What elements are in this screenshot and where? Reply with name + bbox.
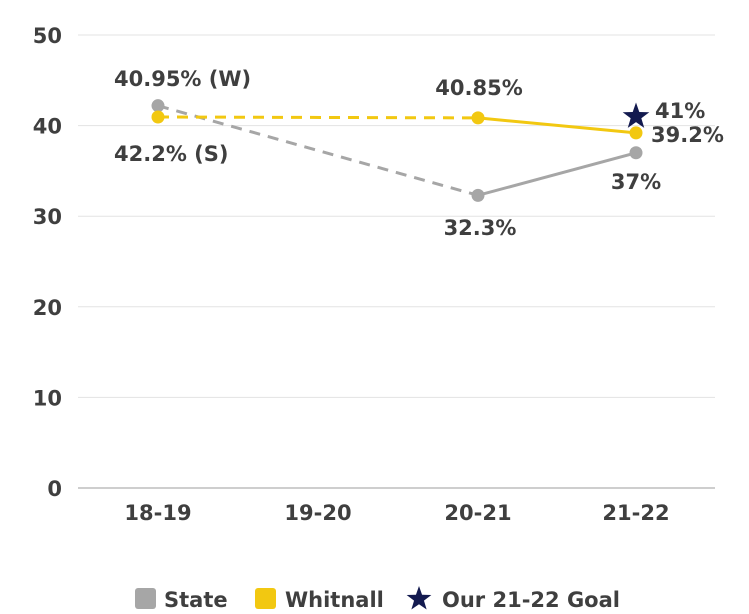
x-tick-label: 18-19 — [124, 501, 191, 525]
y-tick-label: 30 — [33, 205, 62, 229]
legend-swatch-whitnall — [255, 588, 276, 609]
whitnall-point-21-22 — [629, 126, 643, 140]
data-labels: 42.2% (S) 32.3% 37% 40.95% (W) 40.85% 39… — [114, 67, 724, 240]
legend: State Whitnall Our 21-22 Goal — [135, 586, 620, 612]
legend-label-whitnall: Whitnall — [285, 588, 384, 612]
state-label-18-19: 42.2% (S) — [114, 142, 229, 166]
whitnall-point-18-19 — [151, 110, 165, 124]
whitnall-label-21-22: 39.2% — [651, 123, 724, 147]
y-tick-label: 0 — [47, 477, 62, 501]
state-label-21-22: 37% — [611, 170, 661, 194]
whitnall-label-20-21: 40.85% — [435, 76, 522, 100]
whitnall-line-segment — [157, 115, 479, 120]
legend-swatch-state — [135, 588, 156, 609]
y-tick-label: 10 — [33, 386, 62, 410]
x-tick-label: 19-20 — [284, 501, 351, 525]
x-axis-ticks: 18-19 19-20 20-21 21-22 — [124, 501, 669, 525]
x-tick-label: 20-21 — [444, 501, 511, 525]
goal-star-icon — [622, 102, 650, 128]
whitnall-point-20-21 — [471, 111, 485, 125]
legend-label-goal: Our 21-22 Goal — [442, 588, 620, 612]
state-line-segment — [477, 151, 637, 197]
y-axis-ticks: 0 10 20 30 40 50 — [33, 24, 62, 501]
gridlines — [78, 34, 715, 489]
legend-star-icon — [406, 586, 432, 610]
x-tick-label: 21-22 — [602, 501, 669, 525]
state-line-segment — [157, 104, 479, 197]
state-point-20-21 — [471, 188, 485, 202]
y-tick-label: 50 — [33, 24, 62, 48]
whitnall-line-segment — [477, 116, 637, 135]
legend-label-state: State — [164, 588, 228, 612]
state-label-20-21: 32.3% — [444, 216, 517, 240]
state-point-21-22 — [629, 146, 643, 160]
series-lines — [157, 104, 637, 197]
y-tick-label: 20 — [33, 296, 62, 320]
goal-label: 41% — [655, 99, 705, 123]
whitnall-label-18-19: 40.95% (W) — [114, 67, 251, 91]
y-tick-label: 40 — [33, 115, 62, 139]
state-point-18-19 — [151, 99, 165, 113]
data-markers — [151, 99, 650, 202]
